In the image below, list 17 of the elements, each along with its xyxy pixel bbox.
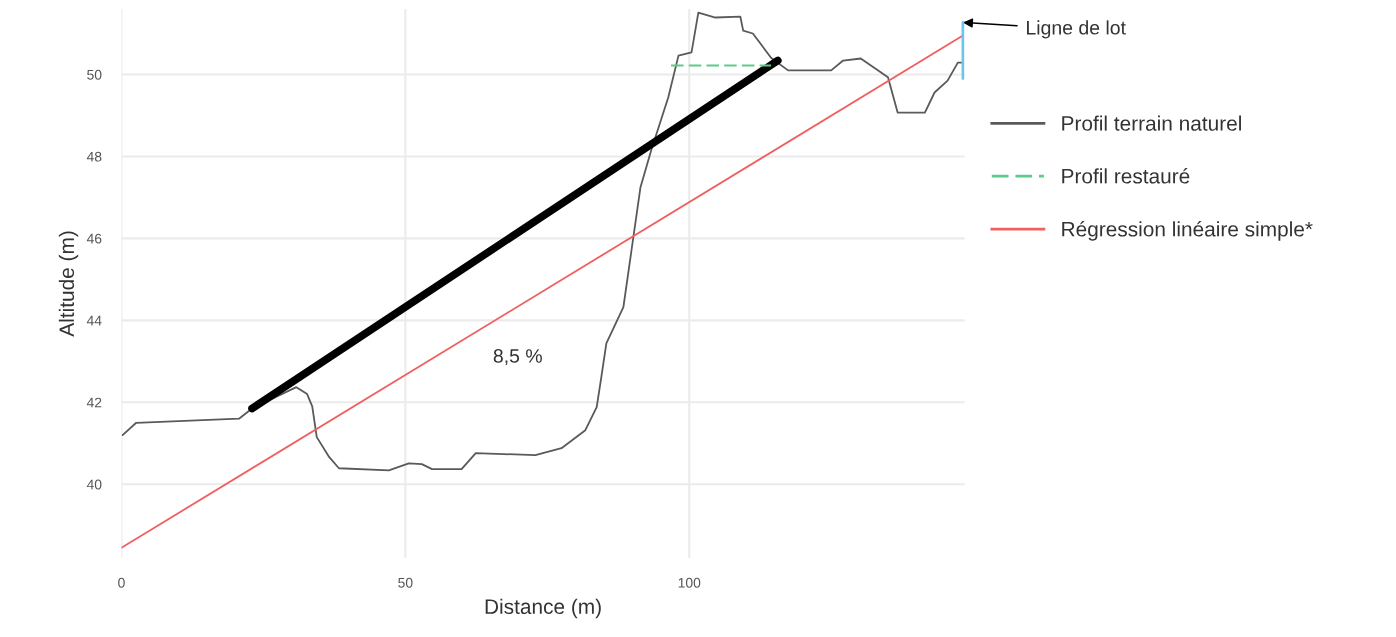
y-tick-label: 42 bbox=[86, 397, 102, 408]
line-series bbox=[121, 11, 964, 472]
y-tick-label: 48 bbox=[86, 151, 102, 162]
y-tick-label: 46 bbox=[86, 233, 102, 244]
legend-label: Régression linéaire simple* bbox=[1062, 221, 1313, 241]
x-tick-label: 0 bbox=[118, 577, 125, 588]
x-axis-title: Distance (m) bbox=[485, 598, 601, 619]
legend-label: Profil restauré bbox=[1062, 168, 1190, 184]
x-tick-label: 50 bbox=[398, 577, 413, 588]
y-tick-label: 50 bbox=[87, 69, 102, 80]
annotation: 8,5 % bbox=[493, 349, 542, 366]
y-tick-label: 44 bbox=[86, 315, 102, 326]
x-tick-label: 100 bbox=[678, 577, 701, 588]
y-axis-title: Altitude (m) bbox=[58, 231, 79, 337]
legend-label: Profil terrain naturel bbox=[1062, 115, 1241, 131]
y-tick-label: 40 bbox=[86, 479, 102, 490]
text: Ligne de lot bbox=[1027, 20, 1126, 39]
